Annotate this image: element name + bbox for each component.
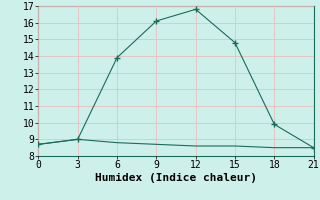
X-axis label: Humidex (Indice chaleur): Humidex (Indice chaleur)	[95, 173, 257, 183]
